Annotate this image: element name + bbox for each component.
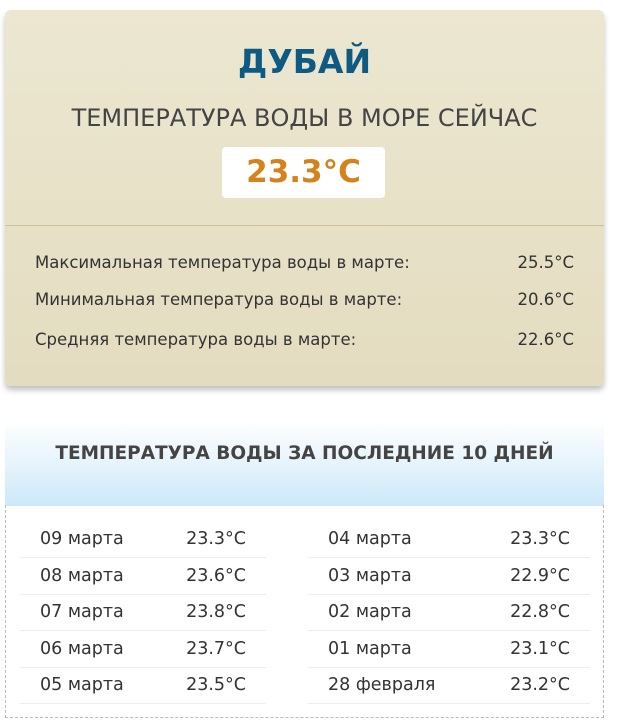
history-date: 03 марта [328,565,412,586]
stat-label: Средняя температура воды в марте: [35,330,357,349]
history-row: 05 марта 23.5°C [20,667,266,704]
history-temp: 23.2°C [510,675,570,695]
stat-min: Минимальная температура воды в марте: 20.… [35,290,574,309]
stat-label: Минимальная температура воды в марте: [35,290,403,309]
divider [5,225,604,226]
history-date: 05 марта [40,675,124,695]
history-temp: 23.3°C [186,529,246,549]
history-header: ТЕМПЕРАТУРА ВОДЫ ЗА ПОСЛЕДНИЕ 10 ДНЕЙ [5,420,604,506]
history-row: 03 марта 22.9°C [308,558,590,595]
history-temp: 22.9°C [510,565,570,586]
history-row: 09 марта 23.3°C [20,521,266,558]
stat-value: 25.5°C [517,253,574,272]
stat-value: 22.6°C [517,330,574,349]
stat-avg: Средняя температура воды в марте: 22.6°C [35,330,574,349]
history-temp: 23.3°C [510,529,570,549]
stat-value: 20.6°C [517,290,574,309]
history-row: 01 марта 23.1°C [308,631,590,668]
history-temp: 23.7°C [186,638,246,659]
history-date: 08 марта [40,565,124,586]
history-date: 04 марта [328,529,412,549]
history-date: 28 февраля [328,675,436,695]
history-date: 06 марта [40,638,124,659]
history-date: 07 марта [40,602,124,622]
history-title: ТЕМПЕРАТУРА ВОДЫ ЗА ПОСЛЕДНИЕ 10 ДНЕЙ [55,443,554,464]
current-temperature: 23.3°C [222,147,385,198]
current-temperature-card: ДУБАЙ ТЕМПЕРАТУРА ВОДЫ В МОРЕ СЕЙЧАС 23.… [5,10,604,386]
stat-max: Максимальная температура воды в марте: 25… [35,253,574,272]
history-row: 06 марта 23.7°C [20,631,266,668]
history-temp: 22.8°C [510,602,570,622]
history-row: 08 марта 23.6°C [20,558,266,595]
stat-label: Максимальная температура воды в марте: [35,253,410,272]
history-temp: 23.8°C [186,602,246,622]
history-row: 28 февраля 23.2°C [308,667,590,704]
history-temp: 23.6°C [186,565,246,586]
history-date: 01 марта [328,638,412,659]
history-temp: 23.5°C [186,675,246,695]
history-row: 02 марта 22.8°C [308,594,590,631]
history-row: 07 марта 23.8°C [20,594,266,631]
history-row: 04 марта 23.3°C [308,521,590,558]
history-date: 09 марта [40,529,124,549]
history-table: 09 марта 23.3°C 08 марта 23.6°C 07 марта 23.8… [5,505,604,718]
city-title: ДУБАЙ [237,42,372,81]
history-date: 02 марта [328,602,412,622]
subtitle: ТЕМПЕРАТУРА ВОДЫ В МОРЕ СЕЙЧАС [71,104,538,132]
history-temp: 23.1°C [510,638,570,659]
